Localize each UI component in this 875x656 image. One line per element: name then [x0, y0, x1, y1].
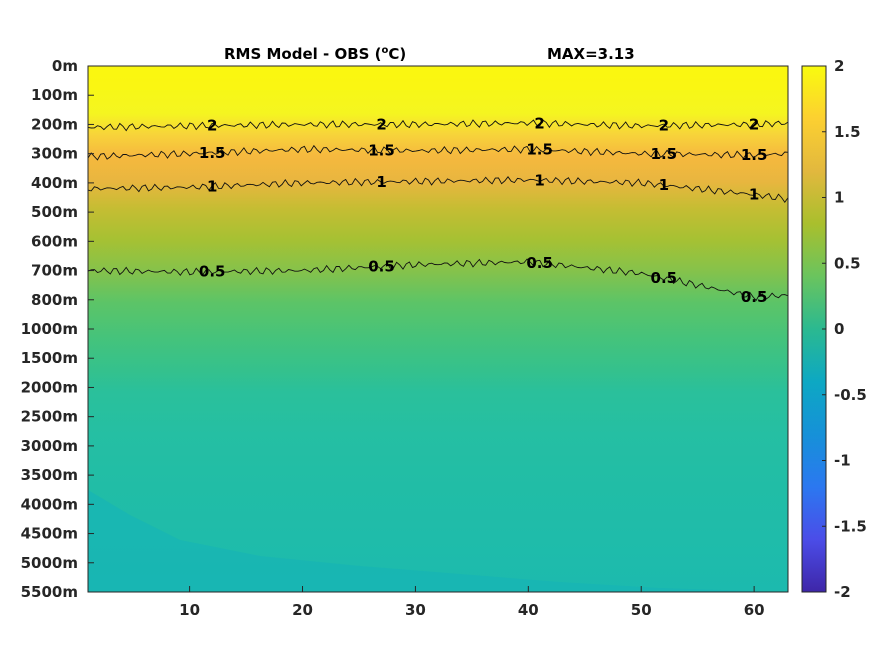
contour-line: [88, 119, 788, 132]
y-tick-label: 300m: [31, 145, 78, 163]
y-axis: 0m 100m 200m 300m 400m 500m 600m 700m 800m 1000m 1…: [21, 57, 94, 601]
contour-line: [88, 144, 788, 161]
contour-label: 2: [659, 117, 669, 135]
colorbar-ticks: 2 1.5 1 0.5 0 -0.5 -1 -1.5 -2: [822, 57, 867, 601]
y-tick-label: 800m: [31, 291, 78, 309]
x-tick-label: 30: [405, 601, 426, 619]
y-tick-label: 700m: [31, 262, 78, 280]
title-main: RMS Model - OBS (: [224, 45, 382, 63]
rms-field: [88, 66, 788, 592]
contour-label: 1.5: [199, 144, 226, 162]
contour-label: 2: [376, 115, 386, 133]
colorbar-tick-label: 0: [834, 320, 844, 338]
y-tick-label: 200m: [31, 115, 78, 133]
chart-title: RMS Model - OBS (oC) MAX=3.13: [224, 45, 635, 63]
colorbar-tick-label: 0.5: [834, 254, 861, 272]
contour-label: 2: [749, 115, 759, 133]
y-tick-label: 500m: [31, 203, 78, 221]
x-tick-label: 20: [292, 601, 313, 619]
svg-text:RMS Model - OBS (oC): RMS Model - OBS (oC): [224, 45, 406, 63]
contour-label: 1.5: [741, 146, 768, 164]
x-tick-label: 50: [631, 601, 652, 619]
x-tick-label: 10: [179, 601, 200, 619]
x-tick-label: 60: [744, 601, 765, 619]
y-tick-label: 5500m: [21, 583, 78, 601]
x-axis: 10 20 30 40 50 60: [179, 586, 765, 619]
contour-label: 1: [207, 177, 217, 195]
contour-label: 1.5: [368, 141, 395, 159]
contour-label: 1.5: [651, 145, 678, 163]
deep-shading: [88, 490, 788, 592]
colorbar-tick-label: -1: [834, 452, 851, 470]
colorbar: 2 1.5 1 0.5 0 -0.5 -1 -1.5 -2: [801, 57, 867, 601]
y-tick-label: 1500m: [21, 349, 78, 367]
contour-label: 0.5: [651, 269, 678, 287]
contour-label: 1.5: [526, 141, 553, 159]
colorbar-tick-label: -2: [834, 583, 851, 601]
y-tick-label: 2500m: [21, 408, 78, 426]
contour-line: [88, 258, 788, 302]
y-tick-label: 5000m: [21, 554, 78, 572]
y-tick-label: 2000m: [21, 378, 78, 396]
surface-noise-band: [88, 66, 788, 90]
contour-label: 2: [534, 114, 544, 132]
contour-lines: 2 2 2 2 2 1.5 1.5 1.5 1.5 1.5 1 1 1 1 1 0.5 0.5 0.5 0.5 0.5: [88, 114, 788, 306]
colorbar-tick-label: 2: [834, 57, 844, 75]
title-unit: C): [388, 45, 406, 63]
contour-label: 1: [749, 186, 759, 204]
colorbar-tick-label: 1.5: [834, 123, 861, 141]
title-sup: o: [382, 45, 389, 56]
contour-label: 1: [376, 173, 386, 191]
y-tick-label: 600m: [31, 232, 78, 250]
colorbar-tick-label: -1.5: [834, 517, 867, 535]
colorbar-tick-label: -0.5: [834, 386, 867, 404]
y-tick-label: 4500m: [21, 525, 78, 543]
y-tick-label: 3000m: [21, 437, 78, 455]
y-tick-label: 400m: [31, 174, 78, 192]
contour-label: 0.5: [526, 254, 553, 272]
y-tick-label: 3500m: [21, 466, 78, 484]
y-tick-label: 100m: [31, 86, 78, 104]
contour-label: 2: [207, 117, 217, 135]
y-tick-label: 0m: [52, 57, 78, 75]
contour-label: 1: [659, 176, 669, 194]
y-tick-label: 4000m: [21, 495, 78, 513]
y-tick-label: 1000m: [21, 320, 78, 338]
colorbar-tick-label: 1: [834, 189, 844, 207]
contour-label: 0.5: [368, 257, 395, 275]
contour-label: 0.5: [741, 288, 768, 306]
x-tick-label: 40: [518, 601, 539, 619]
contour-label: 0.5: [199, 263, 226, 281]
contour-line: [88, 176, 788, 203]
max-label: MAX=3.13: [547, 45, 635, 63]
plot-area: 2 2 2 2 2 1.5 1.5 1.5 1.5 1.5 1 1 1 1 1 0.5 0.5 0.5 0.5 0.5: [88, 66, 788, 592]
contour-label: 1: [534, 171, 544, 189]
